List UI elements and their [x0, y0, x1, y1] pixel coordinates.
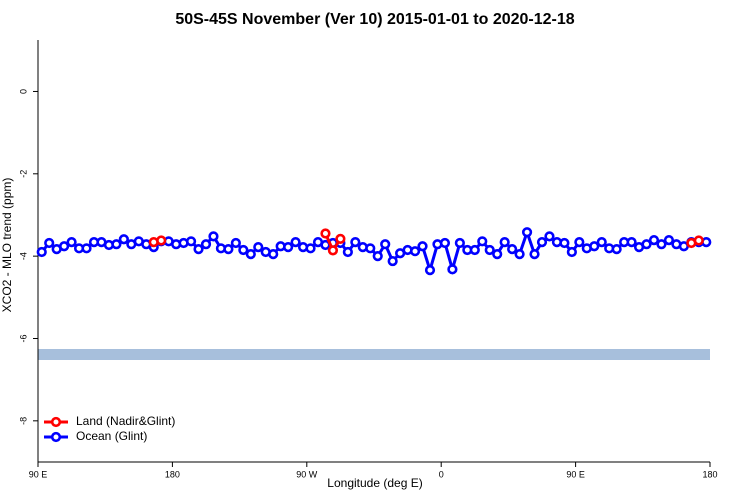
point — [477, 236, 488, 247]
x-tick-label: 180 — [165, 469, 180, 479]
point — [693, 235, 704, 246]
point — [36, 246, 47, 258]
point — [521, 227, 533, 238]
y-tick-label: 0 — [18, 89, 28, 94]
y-tick-label: -8 — [18, 417, 28, 425]
point — [66, 237, 77, 248]
point — [193, 244, 204, 255]
point — [350, 237, 361, 248]
point — [566, 246, 577, 258]
x-tick-label: 90 E — [29, 469, 48, 479]
point — [380, 239, 391, 250]
point — [230, 237, 241, 249]
y-tick-label: -2 — [18, 170, 28, 178]
point — [200, 239, 212, 250]
point — [253, 241, 264, 253]
legend-marker — [50, 431, 62, 443]
point — [514, 248, 525, 260]
point — [574, 237, 585, 248]
point — [409, 246, 421, 257]
x-tick-label: 180 — [702, 469, 717, 479]
point — [372, 251, 383, 262]
point — [529, 248, 540, 260]
point — [283, 241, 294, 253]
x-tick-label: 0 — [439, 469, 444, 479]
legend-label: Ocean (Glint) — [76, 429, 147, 443]
point — [81, 243, 92, 254]
point — [238, 244, 249, 256]
point — [268, 248, 279, 260]
point — [185, 236, 197, 247]
point — [447, 264, 458, 275]
point — [424, 265, 436, 276]
point — [387, 255, 398, 267]
y-axis-label: XCO2 - MLO trend (ppm) — [0, 178, 14, 313]
point — [245, 248, 256, 260]
point — [327, 245, 339, 256]
point — [492, 248, 503, 260]
point — [365, 243, 376, 254]
point — [417, 241, 428, 252]
x-tick-label: 90 W — [296, 469, 318, 479]
y-tick-label: -6 — [18, 334, 28, 342]
legend-label: Land (Nadir&Glint) — [76, 414, 175, 428]
point — [507, 244, 518, 255]
point — [589, 241, 600, 252]
point — [626, 237, 637, 248]
point — [59, 241, 70, 252]
point — [208, 231, 219, 242]
point — [156, 235, 167, 246]
point — [454, 237, 465, 249]
point — [663, 234, 675, 246]
point — [536, 237, 548, 248]
point — [118, 234, 129, 245]
chart-title: 50S-45S November (Ver 10) 2015-01-01 to … — [175, 11, 574, 28]
x-axis-label: Longitude (deg E) — [327, 476, 422, 490]
land-band — [38, 349, 710, 360]
legend-marker — [50, 416, 62, 428]
point — [544, 231, 555, 242]
point — [484, 244, 495, 256]
point — [111, 239, 122, 250]
point — [320, 228, 331, 239]
point — [305, 243, 316, 254]
point — [596, 237, 607, 248]
point — [469, 244, 480, 256]
point — [290, 237, 301, 248]
point — [499, 237, 510, 248]
point — [641, 239, 652, 250]
x-tick-label: 90 E — [566, 469, 585, 479]
point — [648, 234, 660, 246]
point — [439, 237, 451, 249]
point — [44, 237, 55, 249]
point — [335, 233, 346, 244]
y-tick-label: -4 — [18, 252, 28, 260]
point — [342, 246, 353, 258]
point — [656, 239, 667, 250]
point — [223, 244, 234, 255]
point — [611, 244, 622, 255]
point — [559, 237, 570, 249]
